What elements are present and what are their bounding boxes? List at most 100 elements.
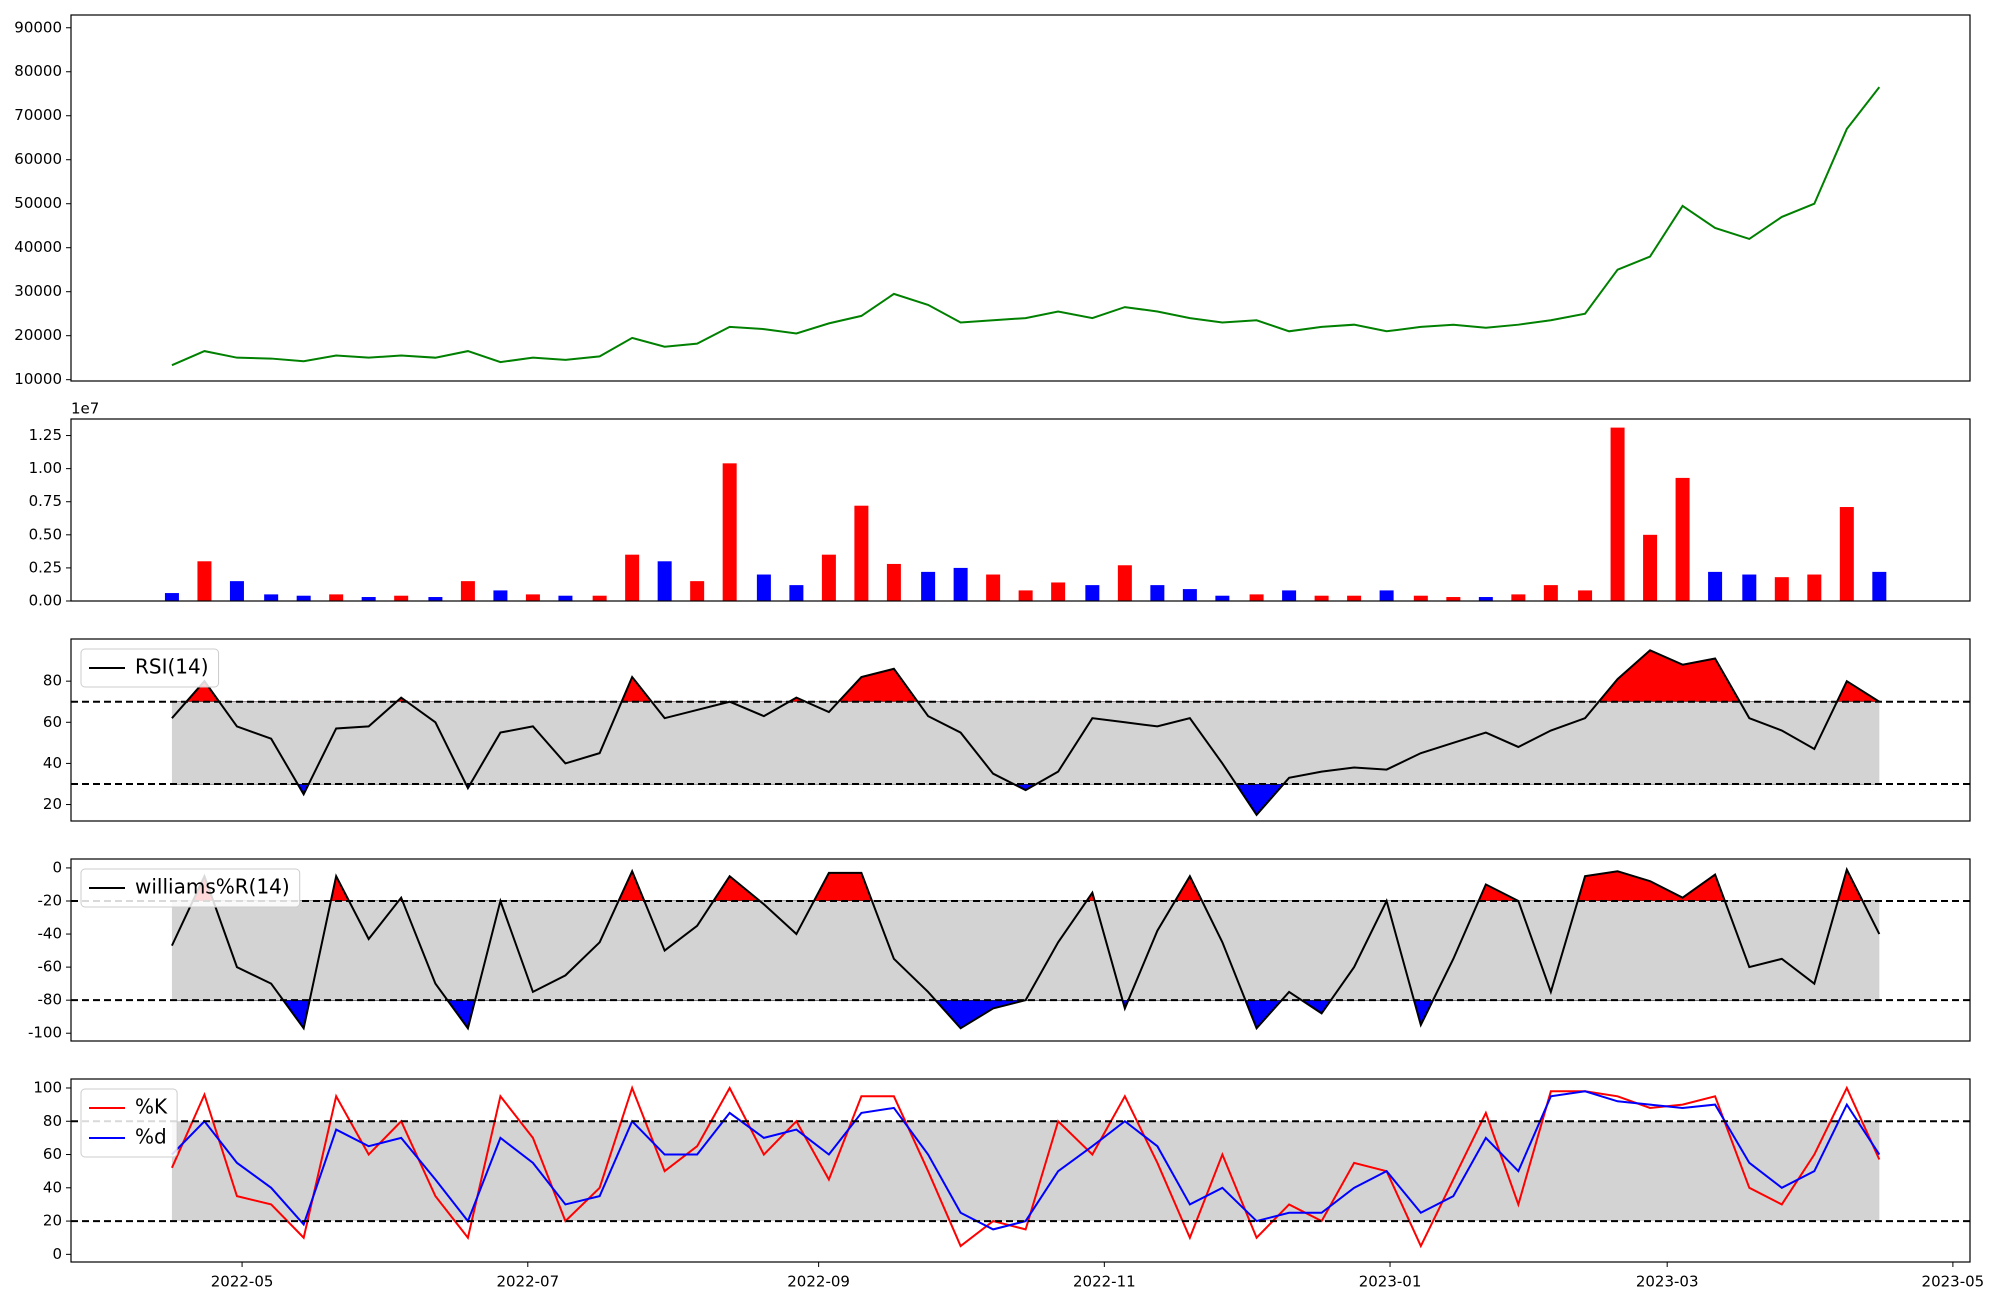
y-tick-label: 10000 [14, 370, 62, 388]
volume-bar [1446, 597, 1461, 601]
x-tick-label: 2023-05 [1922, 1273, 1985, 1291]
volume-bar [722, 463, 737, 601]
volume-bar [296, 595, 311, 601]
volume-bar [1215, 595, 1230, 601]
volume-bar [1478, 597, 1493, 601]
volume-bar [361, 597, 376, 601]
legend-label: RSI(14) [135, 655, 209, 679]
series-line [171, 866, 1881, 1031]
volume-bar [854, 505, 869, 601]
y-tick-label: 40 [43, 1178, 62, 1196]
x-tick-label: 2022-11 [1073, 1273, 1136, 1291]
legend-label: %d [135, 1125, 167, 1149]
volume-bar [1643, 534, 1658, 601]
volume-bar [921, 571, 936, 601]
volume-bar [1150, 585, 1165, 601]
volume-bar [789, 585, 804, 601]
volume-bar [886, 563, 901, 601]
y-tick-label: 80 [43, 672, 62, 690]
plot-frame [70, 1078, 1971, 1263]
plot-frame [70, 418, 1971, 602]
volume-bar [1839, 507, 1854, 601]
volume-bar [558, 595, 573, 601]
y-tick-label: 0.25 [29, 558, 62, 576]
y-tick-label: 60000 [14, 150, 62, 168]
y-tick-label: 40 [43, 754, 62, 772]
legend-box [80, 868, 301, 908]
volume-bar [1610, 427, 1625, 601]
volume-bar [1511, 594, 1526, 601]
y-tick-label: 1.25 [29, 426, 62, 444]
volume-bar [657, 561, 672, 601]
y-tick-label: 30000 [14, 282, 62, 300]
x-tick-label: 2023-01 [1359, 1273, 1422, 1291]
neutral-band [171, 900, 1880, 1001]
y-tick-label: 80000 [14, 62, 62, 80]
offset-text: 1e7 [71, 400, 99, 418]
plot-frame [70, 14, 1971, 382]
volume-bar [1117, 565, 1132, 601]
neutral-band [171, 701, 1880, 784]
neutral-band [171, 1121, 1880, 1222]
volume-bar [1807, 574, 1822, 601]
legend-label: %K [135, 1095, 168, 1119]
volume-bar [1413, 595, 1428, 601]
volume-bar [592, 595, 607, 601]
volume-bar [625, 554, 640, 601]
y-tick-label: 1.00 [29, 459, 62, 477]
y-tick-label: 70000 [14, 106, 62, 124]
volume-bar [394, 595, 409, 601]
y-tick-label: 20 [43, 795, 62, 813]
volume-bar [1774, 577, 1789, 601]
y-tick-label: 100 [33, 1078, 62, 1096]
y-tick-label: 60 [43, 1145, 62, 1163]
y-tick-label: 0 [52, 858, 62, 876]
volume-bar [1872, 571, 1887, 601]
y-tick-label: 0.50 [29, 525, 62, 543]
volume-bar [1578, 590, 1593, 601]
volume-bar [1675, 477, 1690, 601]
volume-bar [493, 590, 508, 601]
y-tick-label: -40 [38, 925, 63, 943]
volume-bar [986, 574, 1001, 601]
volume-bar [1708, 571, 1723, 601]
y-tick-label: 0.75 [29, 492, 62, 510]
x-tick-label: 2022-09 [787, 1273, 850, 1291]
volume-bar [460, 581, 475, 601]
series-line [171, 1085, 1881, 1249]
x-tick-label: 2022-05 [211, 1273, 274, 1291]
volume-bar [229, 581, 244, 601]
series-line [171, 649, 1880, 817]
volume-bar [1314, 595, 1329, 601]
y-tick-label: 60 [43, 713, 62, 731]
x-tick-label: 2022-07 [496, 1273, 559, 1291]
y-tick-label: -80 [38, 991, 63, 1009]
y-tick-label: 0 [52, 1245, 62, 1263]
x-tick-label: 2023-03 [1636, 1273, 1699, 1291]
volume-bar [1282, 590, 1297, 601]
y-tick-label: 20 [43, 1212, 62, 1230]
y-tick-label: 40000 [14, 238, 62, 256]
volume-bar [690, 581, 705, 601]
y-tick-label: 0.00 [29, 592, 62, 610]
y-tick-label: -60 [38, 958, 63, 976]
y-tick-label: -20 [38, 891, 63, 909]
volume-bar [1379, 590, 1394, 601]
volume-bar [1018, 590, 1033, 601]
volume-bar [1182, 589, 1197, 601]
volume-bar [264, 594, 279, 601]
plot-frame [70, 858, 1971, 1042]
series-line [171, 86, 1881, 367]
volume-bar [1347, 595, 1362, 601]
legend-label: williams%R(14) [135, 875, 290, 899]
volume-bar [756, 574, 771, 601]
volume-bar [953, 567, 968, 601]
series-line [171, 1090, 1881, 1231]
volume-bar [1543, 585, 1558, 601]
volume-bar [1249, 594, 1264, 601]
legend-box [80, 1088, 178, 1158]
volume-bar [1085, 585, 1100, 601]
volume-bar [428, 597, 443, 601]
volume-bar [821, 554, 836, 601]
